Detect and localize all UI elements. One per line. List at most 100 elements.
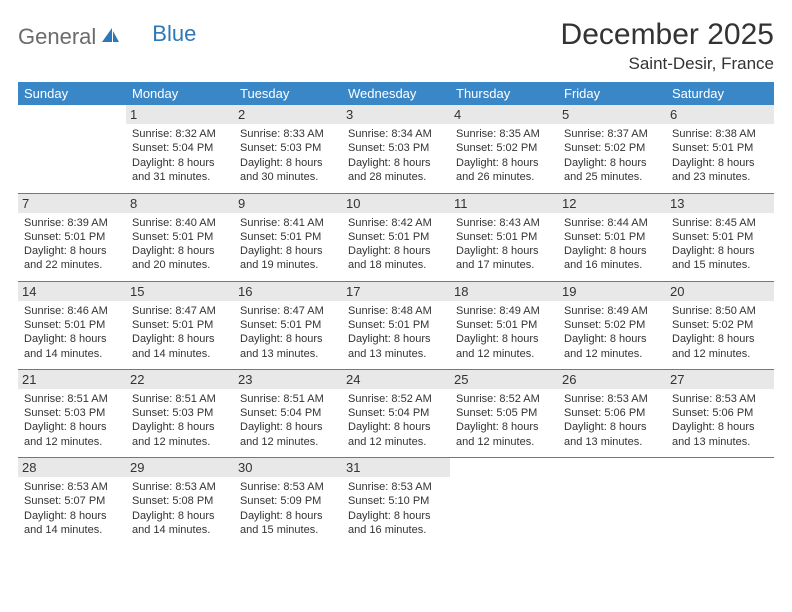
calendar-cell: 8Sunrise: 8:40 AMSunset: 5:01 PMDaylight… [126, 193, 234, 281]
calendar-cell: 13 Sunrise: 8:45 AMSunset: 5:01 PMDayligh… [666, 193, 774, 281]
calendar-cell: 25Sunrise: 8:52 AMSunset: 5:05 PMDayligh… [450, 369, 558, 457]
day-number: 24 [342, 370, 450, 389]
day-number: 22 [126, 370, 234, 389]
calendar-cell: 31 Sunrise: 8:53 AMSunset: 5:10 PMDayligh… [342, 458, 450, 546]
day-number: 17 [342, 282, 450, 301]
day-info: Sunrise: 8:53 AMSunset: 5:10 PMDaylight:… [348, 480, 444, 537]
day-info: Sunrise: 8:46 AMSunset: 5:01 PMDaylight:… [24, 304, 120, 361]
calendar-cell: 21Sunrise: 8:51 AMSunset: 5:03 PMDayligh… [18, 369, 126, 457]
day-number: 3 [342, 105, 450, 124]
calendar-cell: 9Sunrise: 8:41 AMSunset: 5:01 PMDaylight… [234, 193, 342, 281]
calendar-cell: 7 Sunrise: 8:39 AMSunset: 5:01 PMDaylight… [18, 193, 126, 281]
day-info: Sunrise: 8:52 AMSunset: 5:05 PMDaylight:… [456, 392, 552, 449]
weekday-header: Monday [126, 82, 234, 105]
calendar-body: 1 Sunrise: 8:32 AMSunset: 5:04 PMDaylight… [18, 105, 774, 546]
day-info: Sunrise: 8:51 AMSunset: 5:03 PMDaylight:… [24, 392, 120, 449]
calendar-cell: 12 Sunrise: 8:44 AMSunset: 5:01 PMDayligh… [558, 193, 666, 281]
day-info: Sunrise: 8:51 AMSunset: 5:03 PMDaylight:… [132, 392, 228, 449]
day-number: 28 [18, 458, 126, 477]
calendar-cell: 14 Sunrise: 8:46 AMSunset: 5:01 PMDayligh… [18, 281, 126, 369]
weekday-header: Saturday [666, 82, 774, 105]
calendar-cell [666, 458, 774, 546]
day-number: 2 [234, 105, 342, 124]
calendar-row: 1 Sunrise: 8:32 AMSunset: 5:04 PMDaylight… [18, 105, 774, 193]
calendar-cell: 2 Sunrise: 8:33 AMSunset: 5:03 PMDaylight… [234, 105, 342, 193]
calendar-cell: 16 Sunrise: 8:47 AMSunset: 5:01 PMDayligh… [234, 281, 342, 369]
day-info: Sunrise: 8:45 AMSunset: 5:01 PMDaylight:… [672, 216, 768, 273]
calendar-cell [558, 458, 666, 546]
day-info: Sunrise: 8:44 AMSunset: 5:01 PMDaylight:… [564, 216, 660, 273]
day-number: 26 [558, 370, 666, 389]
calendar-cell: 19 Sunrise: 8:49 AMSunset: 5:02 PMDayligh… [558, 281, 666, 369]
day-info: Sunrise: 8:34 AMSunset: 5:03 PMDaylight:… [348, 127, 444, 184]
calendar-cell: 10 Sunrise: 8:42 AMSunset: 5:01 PMDayligh… [342, 193, 450, 281]
day-info: Sunrise: 8:49 AMSunset: 5:02 PMDaylight:… [564, 304, 660, 361]
day-info: Sunrise: 8:40 AMSunset: 5:01 PMDaylight:… [132, 216, 228, 273]
day-number: 15 [126, 282, 234, 301]
day-number: 4 [450, 105, 558, 124]
calendar-cell: 22 Sunrise: 8:51 AMSunset: 5:03 PMDayligh… [126, 369, 234, 457]
calendar-cell: 18Sunrise: 8:49 AMSunset: 5:01 PMDayligh… [450, 281, 558, 369]
day-info: Sunrise: 8:53 AMSunset: 5:06 PMDaylight:… [564, 392, 660, 449]
day-info: Sunrise: 8:52 AMSunset: 5:04 PMDaylight:… [348, 392, 444, 449]
day-number: 31 [342, 458, 450, 477]
day-number: 6 [666, 105, 774, 124]
calendar-cell: 30 Sunrise: 8:53 AMSunset: 5:09 PMDayligh… [234, 458, 342, 546]
calendar-cell: 27 Sunrise: 8:53 AMSunset: 5:06 PMDayligh… [666, 369, 774, 457]
calendar-row: 7 Sunrise: 8:39 AMSunset: 5:01 PMDaylight… [18, 193, 774, 281]
day-number: 11 [450, 194, 558, 213]
calendar-row: 28 Sunrise: 8:53 AMSunset: 5:07 PMDayligh… [18, 458, 774, 546]
calendar-cell: 20 Sunrise: 8:50 AMSunset: 5:02 PMDayligh… [666, 281, 774, 369]
weekday-header: Friday [558, 82, 666, 105]
day-info: Sunrise: 8:38 AMSunset: 5:01 PMDaylight:… [672, 127, 768, 184]
calendar-cell: 3 Sunrise: 8:34 AMSunset: 5:03 PMDaylight… [342, 105, 450, 193]
day-info: Sunrise: 8:48 AMSunset: 5:01 PMDaylight:… [348, 304, 444, 361]
day-info: Sunrise: 8:50 AMSunset: 5:02 PMDaylight:… [672, 304, 768, 361]
logo-sail-icon [100, 26, 120, 49]
day-number: 29 [126, 458, 234, 477]
calendar-cell: 29 Sunrise: 8:53 AMSunset: 5:08 PMDayligh… [126, 458, 234, 546]
weekday-header: Thursday [450, 82, 558, 105]
day-info: Sunrise: 8:32 AMSunset: 5:04 PMDaylight:… [132, 127, 228, 184]
day-info: Sunrise: 8:37 AMSunset: 5:02 PMDaylight:… [564, 127, 660, 184]
calendar-cell: 24 Sunrise: 8:52 AMSunset: 5:04 PMDayligh… [342, 369, 450, 457]
weekday-header-row: Sunday Monday Tuesday Wednesday Thursday… [18, 82, 774, 105]
day-info: Sunrise: 8:53 AMSunset: 5:09 PMDaylight:… [240, 480, 336, 537]
day-number: 27 [666, 370, 774, 389]
logo-text-blue: Blue [152, 21, 196, 47]
day-number: 10 [342, 194, 450, 213]
calendar-cell: 6 Sunrise: 8:38 AMSunset: 5:01 PMDaylight… [666, 105, 774, 193]
day-number: 5 [558, 105, 666, 124]
day-number: 18 [450, 282, 558, 301]
day-number: 12 [558, 194, 666, 213]
location-label: Saint-Desir, France [561, 54, 774, 74]
calendar-cell: 4 Sunrise: 8:35 AMSunset: 5:02 PMDaylight… [450, 105, 558, 193]
day-number: 20 [666, 282, 774, 301]
day-info: Sunrise: 8:42 AMSunset: 5:01 PMDaylight:… [348, 216, 444, 273]
day-info: Sunrise: 8:51 AMSunset: 5:04 PMDaylight:… [240, 392, 336, 449]
day-number: 7 [18, 194, 126, 213]
calendar-cell: 23Sunrise: 8:51 AMSunset: 5:04 PMDayligh… [234, 369, 342, 457]
calendar-row: 21Sunrise: 8:51 AMSunset: 5:03 PMDayligh… [18, 369, 774, 457]
day-number: 1 [126, 105, 234, 124]
day-info: Sunrise: 8:33 AMSunset: 5:03 PMDaylight:… [240, 127, 336, 184]
calendar-row: 14 Sunrise: 8:46 AMSunset: 5:01 PMDayligh… [18, 281, 774, 369]
weekday-header: Wednesday [342, 82, 450, 105]
day-number: 16 [234, 282, 342, 301]
day-info: Sunrise: 8:53 AMSunset: 5:07 PMDaylight:… [24, 480, 120, 537]
day-info: Sunrise: 8:53 AMSunset: 5:08 PMDaylight:… [132, 480, 228, 537]
calendar-cell [18, 105, 126, 193]
day-info: Sunrise: 8:47 AMSunset: 5:01 PMDaylight:… [240, 304, 336, 361]
calendar-cell: 26 Sunrise: 8:53 AMSunset: 5:06 PMDayligh… [558, 369, 666, 457]
day-number: 13 [666, 194, 774, 213]
page-title: December 2025 [561, 18, 774, 52]
day-info: Sunrise: 8:35 AMSunset: 5:02 PMDaylight:… [456, 127, 552, 184]
weekday-header: Sunday [18, 82, 126, 105]
day-number: 14 [18, 282, 126, 301]
day-number: 30 [234, 458, 342, 477]
calendar-cell: 1 Sunrise: 8:32 AMSunset: 5:04 PMDaylight… [126, 105, 234, 193]
day-info: Sunrise: 8:53 AMSunset: 5:06 PMDaylight:… [672, 392, 768, 449]
day-number: 19 [558, 282, 666, 301]
day-info: Sunrise: 8:39 AMSunset: 5:01 PMDaylight:… [24, 216, 120, 273]
calendar-table: Sunday Monday Tuesday Wednesday Thursday… [18, 82, 774, 546]
